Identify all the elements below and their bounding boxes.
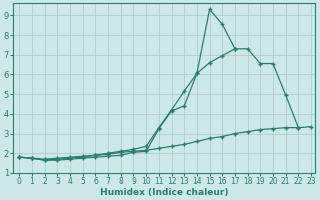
X-axis label: Humidex (Indice chaleur): Humidex (Indice chaleur) (100, 188, 228, 197)
